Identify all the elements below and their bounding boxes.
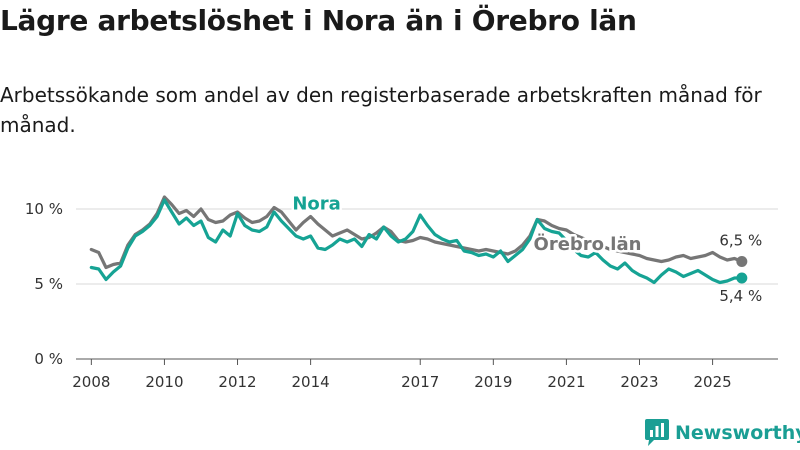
y-tick-label: 0 %	[34, 350, 63, 368]
y-tick-label: 5 %	[34, 275, 63, 293]
series-layer	[89, 195, 748, 285]
page-title: Lägre arbetslöshet i Nora än i Örebro lä…	[0, 4, 637, 37]
series-name-label-nora: Nora	[292, 194, 340, 215]
newsworthy-logo-icon	[645, 419, 669, 446]
series-end-label-nora: 5,4 %	[719, 287, 762, 305]
x-tick-label: 2025	[693, 373, 731, 391]
x-tick-label: 2021	[547, 373, 585, 391]
brand-name: Newsworthy	[675, 422, 800, 444]
series-end-label-orebro-lan: 6,5 %	[719, 232, 762, 250]
page-subtitle: Arbetssökande som andel av den registerb…	[0, 83, 762, 137]
brand-logo[interactable]: Newsworthy	[645, 418, 800, 448]
x-tick-label: 2023	[620, 373, 658, 391]
series-line-nora	[89, 198, 744, 285]
x-tick-label: 2008	[72, 373, 110, 391]
y-axis: 0 % 5 % 10 %	[25, 200, 63, 368]
x-tick-label: 2012	[218, 373, 256, 391]
x-tick-label: 2010	[145, 373, 183, 391]
label-layer: 6,5 % 5,4 % Nora Örebro län	[290, 191, 762, 305]
x-axis: 2008 2010 2012 2014 2017 2019 2021 2023 2025	[72, 359, 732, 391]
y-tick-label: 10 %	[25, 200, 63, 218]
series-name-label-orebro-lan: Örebro län	[534, 233, 642, 255]
series-end-marker-orebro-lan	[736, 256, 748, 267]
series-line-orebro-lan	[89, 195, 744, 270]
x-tick-label: 2019	[474, 373, 512, 391]
series-end-marker-nora	[736, 272, 748, 284]
x-tick-label: 2017	[401, 373, 439, 391]
grid-layer	[76, 208, 778, 360]
x-tick-label: 2014	[292, 373, 330, 391]
